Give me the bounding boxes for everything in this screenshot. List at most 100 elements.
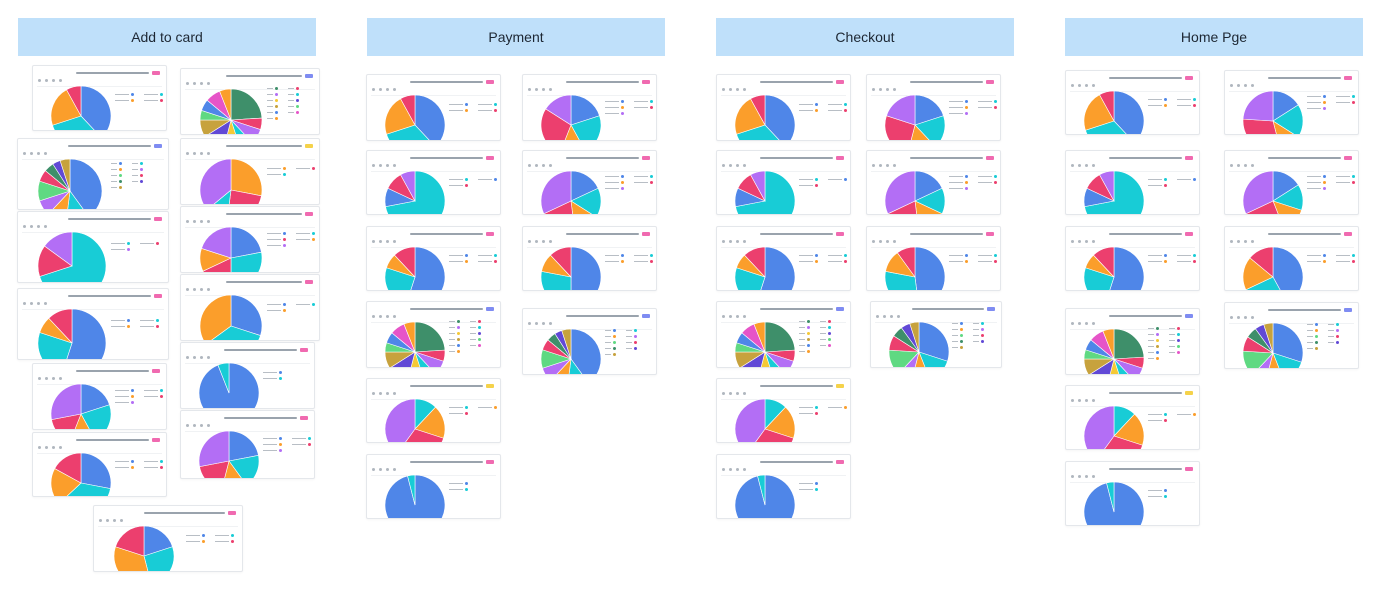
legend-item[interactable] xyxy=(978,254,997,257)
edit-icon[interactable] xyxy=(1244,164,1247,167)
edit-icon[interactable] xyxy=(52,377,55,380)
pie-slice[interactable] xyxy=(1242,90,1274,122)
expand-icon[interactable] xyxy=(1251,316,1254,319)
pie-chart[interactable] xyxy=(539,93,603,141)
chart-card[interactable] xyxy=(180,410,315,479)
legend-item[interactable] xyxy=(449,320,460,323)
expand-icon[interactable] xyxy=(44,302,47,305)
pie-slice[interactable] xyxy=(750,170,766,202)
chart-card[interactable] xyxy=(866,74,1001,141)
filter-icon[interactable] xyxy=(186,424,189,427)
edit-icon[interactable] xyxy=(1085,475,1088,478)
pie-chart[interactable] xyxy=(1082,169,1146,215)
legend-item[interactable] xyxy=(1148,351,1159,354)
legend-item[interactable] xyxy=(952,334,963,337)
legend-item[interactable] xyxy=(949,112,968,115)
chart-card[interactable] xyxy=(1065,461,1200,526)
chart-card[interactable] xyxy=(1065,308,1200,375)
edit-icon[interactable] xyxy=(890,315,893,318)
edit-icon[interactable] xyxy=(386,468,389,471)
pie-chart[interactable] xyxy=(49,451,113,497)
pie-slice[interactable] xyxy=(223,118,240,135)
pie-slice[interactable] xyxy=(37,332,73,360)
legend-item[interactable] xyxy=(949,175,968,178)
pie-slice[interactable] xyxy=(143,525,173,557)
legend-item[interactable] xyxy=(132,168,143,171)
pie-slice[interactable] xyxy=(222,460,247,479)
expand-icon[interactable] xyxy=(207,82,210,85)
pie-slice[interactable] xyxy=(1083,481,1145,526)
edit-icon[interactable] xyxy=(386,240,389,243)
pie-slice[interactable] xyxy=(1096,435,1143,450)
legend-item[interactable] xyxy=(799,488,818,491)
legend-item[interactable] xyxy=(267,117,278,120)
legend-item[interactable] xyxy=(1307,101,1326,104)
chart-card[interactable] xyxy=(1065,150,1200,215)
legend-item[interactable] xyxy=(470,326,481,329)
legend-item[interactable] xyxy=(1148,413,1167,416)
pie-chart[interactable] xyxy=(112,524,176,572)
chart-card[interactable] xyxy=(1224,226,1359,291)
legend-item[interactable] xyxy=(1328,323,1339,326)
legend-item[interactable] xyxy=(949,254,968,257)
legend-item[interactable] xyxy=(267,238,286,241)
legend-item[interactable] xyxy=(1148,339,1159,342)
legend-item[interactable] xyxy=(1148,489,1167,492)
chart-card[interactable] xyxy=(180,68,320,135)
edit-icon[interactable] xyxy=(542,240,545,243)
filter-icon[interactable] xyxy=(1230,164,1233,167)
legend-item[interactable] xyxy=(296,238,315,241)
pie-slice[interactable] xyxy=(734,398,766,443)
pie-slice[interactable] xyxy=(918,351,948,368)
filter-icon[interactable] xyxy=(38,446,41,449)
edit-icon[interactable] xyxy=(736,392,739,395)
pie-slice[interactable] xyxy=(59,158,71,192)
expand-icon[interactable] xyxy=(1092,240,1095,243)
table-icon[interactable] xyxy=(193,152,196,155)
legend-item[interactable] xyxy=(1148,345,1159,348)
legend-item[interactable] xyxy=(470,320,481,323)
legend-item[interactable] xyxy=(978,260,997,263)
legend-item[interactable] xyxy=(267,167,286,170)
legend-item[interactable] xyxy=(1336,101,1355,104)
pie-slice[interactable] xyxy=(219,88,232,121)
legend-item[interactable] xyxy=(1307,341,1318,344)
pie-slice[interactable] xyxy=(1093,246,1115,278)
expand-icon[interactable] xyxy=(743,240,746,243)
pie-slice[interactable] xyxy=(764,351,786,368)
legend-item[interactable] xyxy=(215,540,234,543)
pie-chart[interactable] xyxy=(1241,169,1305,215)
legend-item[interactable] xyxy=(449,109,468,112)
table-icon[interactable] xyxy=(379,315,382,318)
legend-item[interactable] xyxy=(952,340,963,343)
chart-card[interactable] xyxy=(522,226,657,291)
pie-slice[interactable] xyxy=(887,200,919,215)
filter-icon[interactable] xyxy=(722,315,725,318)
pie-chart[interactable] xyxy=(733,320,797,368)
table-icon[interactable] xyxy=(879,88,882,91)
table-icon[interactable] xyxy=(45,377,48,380)
pie-chart[interactable] xyxy=(198,87,264,135)
pie-chart[interactable] xyxy=(383,320,447,368)
pie-chart[interactable] xyxy=(1082,480,1146,526)
table-icon[interactable] xyxy=(1237,164,1240,167)
legend-item[interactable] xyxy=(140,325,159,328)
expand-icon[interactable] xyxy=(1092,322,1095,325)
legend-item[interactable] xyxy=(263,377,282,380)
legend-item[interactable] xyxy=(449,178,468,181)
pie-slice[interactable] xyxy=(113,546,151,572)
edit-icon[interactable] xyxy=(736,468,739,471)
legend-item[interactable] xyxy=(828,406,847,409)
pie-slice[interactable] xyxy=(570,115,602,141)
legend-item[interactable] xyxy=(140,242,159,245)
table-icon[interactable] xyxy=(45,446,48,449)
filter-icon[interactable] xyxy=(1071,164,1074,167)
pie-chart[interactable] xyxy=(36,157,104,210)
pie-slice[interactable] xyxy=(734,98,766,135)
chart-card[interactable] xyxy=(32,432,167,497)
pie-slice[interactable] xyxy=(228,430,259,462)
edit-icon[interactable] xyxy=(1244,84,1247,87)
filter-icon[interactable] xyxy=(186,288,189,291)
legend-item[interactable] xyxy=(1336,175,1355,178)
legend-item[interactable] xyxy=(111,186,122,189)
